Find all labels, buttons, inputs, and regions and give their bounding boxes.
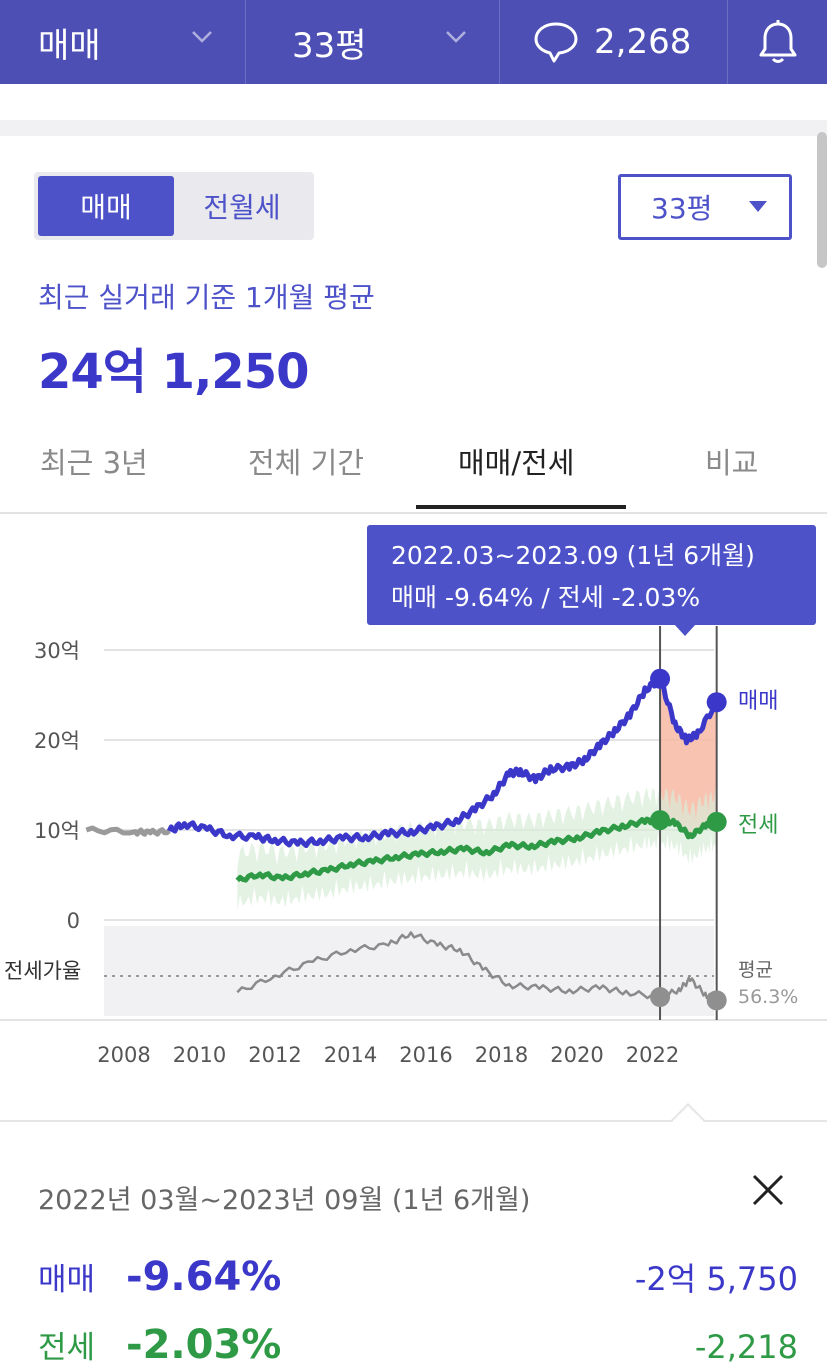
detail-trade-label: 매매 (38, 1262, 96, 1298)
period-tabs: 최근 3년 전체 기간 매매/전세 비교 (0, 420, 827, 514)
trade-marker (650, 668, 671, 689)
speech-bubble-icon (534, 22, 578, 63)
chevron-down-icon (446, 31, 466, 43)
ratio-marker (706, 990, 727, 1011)
caret-down-icon (749, 201, 767, 212)
bell-icon (759, 20, 796, 63)
size-select-value: 33평 (651, 192, 713, 225)
trade-early-line (85, 825, 171, 837)
trade-type-dropdown[interactable]: 매매 (0, 0, 246, 84)
x-tick-label: 2014 (324, 1043, 377, 1067)
toggle-trade[interactable]: 매매 (38, 176, 174, 236)
trade-marker (706, 692, 727, 713)
detail-divider (0, 1120, 827, 1122)
tooltip-change: 매매 -9.64% / 전세 -2.03% (391, 583, 701, 612)
detail-trade-pct: -9.64% (126, 1254, 282, 1300)
jeonse-ratio-line (236, 931, 718, 1003)
x-tick-label: 2020 (550, 1043, 603, 1067)
section-gap (0, 84, 827, 136)
y-tick-label: 0 (67, 909, 80, 933)
x-tick-label: 2008 (97, 1043, 150, 1067)
selection-tooltip: 2022.03~2023.09 (1년 6개월) 매매 -9.64% / 전세 … (367, 525, 816, 625)
ratio-average-value: 56.3% (738, 986, 798, 1008)
x-tick-label: 2010 (173, 1043, 226, 1067)
jeonse-marker (650, 810, 671, 831)
detail-pointer (671, 1103, 705, 1137)
ratio-panel-bg (104, 926, 714, 1016)
detail-range: 2022년 03월~2023년 09월 (1년 6개월) (38, 1185, 531, 1216)
tab-recent-3y[interactable]: 최근 3년 (40, 446, 148, 480)
tab-compare[interactable]: 비교 (705, 446, 759, 480)
active-tab-underline (416, 505, 626, 509)
average-price: 24억 1,250 (38, 344, 309, 400)
jeonse-marker (706, 811, 727, 832)
top-bar: 매매 33평 2,268 (0, 0, 827, 84)
detail-row-trade: 매매 -9.64% -2억 5,750 (38, 1254, 798, 1300)
size-select[interactable]: 33평 (618, 174, 792, 240)
x-tick-label: 2012 (248, 1043, 301, 1067)
y-tick-label: 30억 (34, 639, 80, 663)
y-tick-label: 10억 (34, 819, 80, 843)
scrollbar[interactable] (817, 132, 827, 268)
ratio-marker (650, 987, 671, 1008)
comment-count: 2,268 (594, 22, 692, 62)
x-tick-label: 2022 (626, 1043, 679, 1067)
tab-trade-jeonse[interactable]: 매매/전세 (458, 446, 575, 480)
tab-all-period[interactable]: 전체 기간 (248, 446, 364, 480)
close-icon[interactable] (748, 1170, 788, 1210)
detail-jeonse-amount: -2,218 (694, 1328, 798, 1366)
detail-jeonse-label: 전세 (38, 1330, 96, 1366)
price-chart[interactable]: 30억 20억 10억 0 2008 2010 2012 2014 2016 2018 2020 2… (0, 512, 827, 1072)
trade-line (167, 674, 718, 849)
detail-jeonse-pct: -2.03% (126, 1322, 282, 1368)
notification-button[interactable] (728, 0, 827, 84)
ratio-average-title: 평균 (738, 959, 773, 981)
x-tick-label: 2016 (399, 1043, 452, 1067)
size-dropdown[interactable]: 33평 (246, 0, 500, 84)
ratio-panel-label: 전세가율 (4, 959, 81, 983)
tooltip-arrow (674, 624, 696, 636)
average-caption: 최근 실거래 기준 1개월 평균 (38, 281, 375, 314)
toggle-rent[interactable]: 전월세 (203, 191, 281, 224)
comments-button[interactable]: 2,268 (500, 0, 728, 84)
jeonse-end-label: 전세 (738, 813, 778, 838)
trade-toggle: 매매 전월세 (34, 172, 314, 240)
x-tick-label: 2018 (475, 1043, 528, 1067)
trade-end-label: 매매 (738, 689, 778, 714)
trade-type-label: 매매 (38, 25, 101, 66)
size-label: 33평 (292, 25, 367, 66)
chevron-down-icon (192, 31, 212, 43)
y-tick-label: 20억 (34, 729, 80, 753)
tooltip-period: 2022.03~2023.09 (1년 6개월) (391, 541, 755, 570)
detail-trade-amount: -2억 5,750 (634, 1260, 798, 1298)
detail-row-jeonse: 전세 -2.03% -2,218 (38, 1322, 798, 1368)
